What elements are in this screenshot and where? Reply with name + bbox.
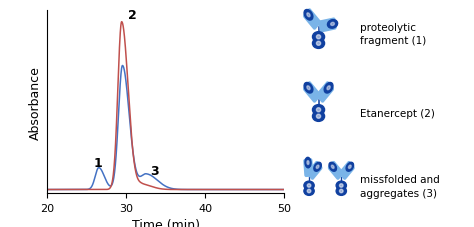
FancyBboxPatch shape: [328, 161, 344, 180]
Text: 2: 2: [128, 9, 137, 22]
Ellipse shape: [339, 184, 343, 188]
Ellipse shape: [307, 189, 311, 193]
Ellipse shape: [348, 165, 351, 169]
Ellipse shape: [331, 23, 335, 26]
Ellipse shape: [304, 181, 314, 190]
Ellipse shape: [307, 184, 311, 188]
Ellipse shape: [307, 161, 309, 165]
Ellipse shape: [304, 10, 313, 21]
Ellipse shape: [317, 36, 320, 40]
Ellipse shape: [316, 165, 319, 169]
Ellipse shape: [312, 39, 325, 49]
Ellipse shape: [317, 42, 320, 46]
Text: missfolded and
aggregates (3): missfolded and aggregates (3): [360, 175, 440, 198]
Ellipse shape: [317, 108, 320, 112]
Text: 1: 1: [93, 157, 102, 170]
Ellipse shape: [328, 20, 337, 29]
Ellipse shape: [305, 158, 311, 168]
Text: Etanercept (2): Etanercept (2): [360, 109, 435, 118]
FancyBboxPatch shape: [303, 82, 321, 104]
Ellipse shape: [304, 187, 314, 195]
FancyBboxPatch shape: [319, 18, 337, 33]
Ellipse shape: [336, 187, 346, 195]
Ellipse shape: [307, 14, 310, 18]
FancyBboxPatch shape: [307, 161, 323, 180]
Ellipse shape: [324, 83, 333, 94]
FancyBboxPatch shape: [303, 9, 321, 31]
FancyBboxPatch shape: [316, 82, 334, 104]
X-axis label: Time (min): Time (min): [132, 218, 200, 227]
Ellipse shape: [312, 105, 325, 115]
Ellipse shape: [339, 189, 343, 193]
Ellipse shape: [331, 165, 334, 169]
Ellipse shape: [314, 163, 321, 172]
Ellipse shape: [336, 181, 346, 190]
Text: 3: 3: [150, 164, 159, 177]
Ellipse shape: [327, 86, 330, 90]
Ellipse shape: [312, 32, 325, 43]
Y-axis label: Absorbance: Absorbance: [29, 65, 42, 139]
Ellipse shape: [329, 163, 337, 172]
Ellipse shape: [317, 115, 320, 119]
Text: proteolytic
fragment (1): proteolytic fragment (1): [360, 22, 427, 46]
Ellipse shape: [307, 86, 310, 90]
FancyBboxPatch shape: [303, 158, 313, 177]
Ellipse shape: [312, 112, 325, 122]
Ellipse shape: [304, 83, 313, 94]
FancyBboxPatch shape: [339, 161, 355, 180]
Ellipse shape: [346, 163, 354, 172]
